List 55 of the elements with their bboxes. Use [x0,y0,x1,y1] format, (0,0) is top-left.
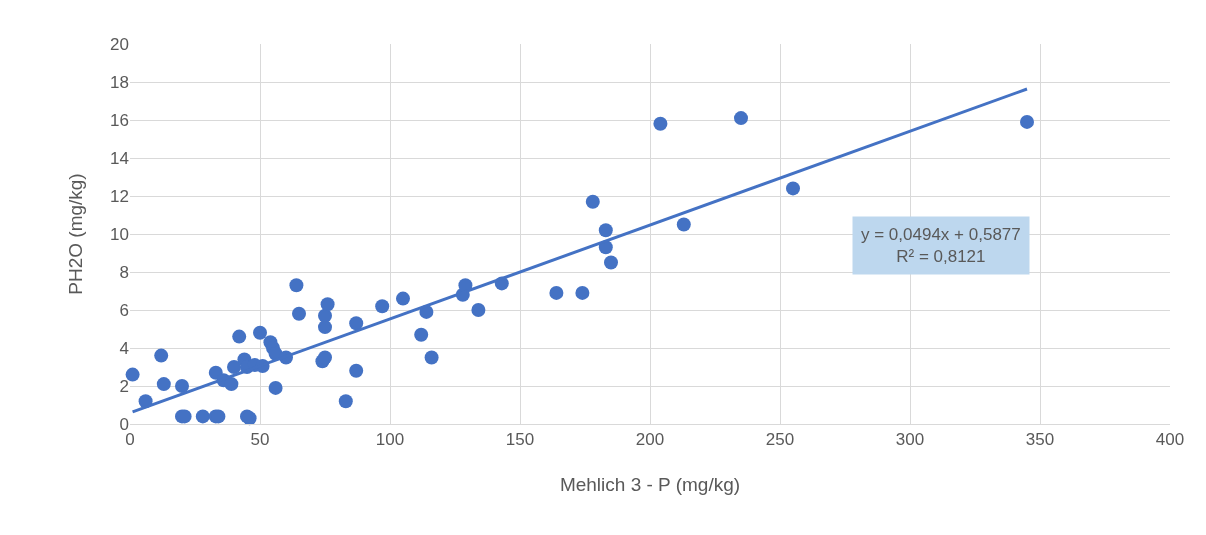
point [375,299,390,314]
x-tick-label: 300 [895,430,925,450]
x-tick-label: 350 [1025,430,1055,450]
point [786,181,800,196]
point [154,348,169,363]
y-tick-label: 8 [119,262,129,282]
point [232,329,247,344]
point [268,380,283,395]
point [227,360,241,374]
point [598,223,613,238]
y-tick-label: 6 [119,300,129,320]
point [676,217,691,232]
x-axis-title: Mehlich 3 - P (mg/kg) [559,474,741,495]
point [320,297,335,312]
point [125,367,140,382]
point [338,394,353,409]
point [289,278,304,293]
y-tick-label: 10 [110,224,129,244]
y-tick-label: 2 [119,376,129,396]
x-tick-label: 250 [765,430,795,450]
y-tick-label: 12 [110,186,129,206]
point [424,350,439,365]
point [414,327,429,342]
x-tick-label: 200 [635,430,665,450]
point [156,377,171,392]
point [224,377,239,392]
point [471,303,486,317]
point [575,285,590,300]
y-axis-title: PH2O (mg/kg) [65,173,86,295]
point [585,194,600,209]
y-tick-label: 0 [119,414,129,434]
x-tick-label: 100 [375,430,405,450]
x-tick-label: 50 [250,430,270,450]
y-tick-label: 18 [110,72,129,92]
point [734,111,748,126]
y-tick-label: 20 [110,34,129,54]
point [349,316,364,331]
x-tick-label: 150 [505,430,535,450]
x-tick-label: 400 [1155,430,1185,450]
point [604,255,618,270]
point [1020,114,1034,129]
annotation: y = 0,0494x + 0,5877 R² = 0,8121 [861,225,1021,267]
y-tick-label: 4 [119,338,129,358]
point [653,116,668,131]
point [253,325,267,340]
point [396,291,410,306]
point [318,320,332,335]
y-tick-label: 16 [110,110,129,130]
point [318,350,332,365]
point [349,363,364,378]
point [195,409,210,424]
point [549,285,564,300]
point [175,379,189,393]
point [292,306,306,321]
y-tick-label: 14 [110,148,129,168]
